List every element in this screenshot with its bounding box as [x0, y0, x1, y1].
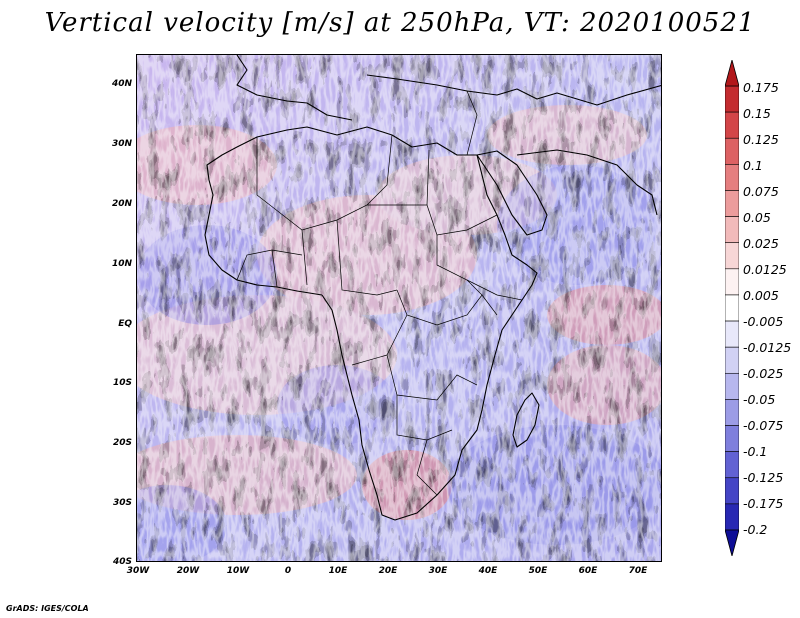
lon-label: 60E — [578, 566, 598, 576]
colorbar-label: 0.0125 — [743, 262, 787, 277]
lon-label: 70E — [628, 566, 648, 576]
colorbar-label: 0.025 — [743, 236, 779, 251]
colorbar-cell — [725, 216, 739, 244]
lon-label: 40E — [478, 566, 498, 576]
colorbar-cell — [725, 503, 739, 531]
colorbar-cell — [725, 137, 739, 165]
lat-label: 30N — [111, 139, 132, 149]
colorbar-label: -0.125 — [743, 470, 784, 485]
lat-label: 10S — [112, 378, 132, 388]
colorbar-label: 0.175 — [743, 80, 779, 95]
colorbar-cell — [725, 372, 739, 400]
map-panel — [136, 54, 662, 562]
credit-label: GrADS: IGES/COLA — [6, 604, 89, 613]
lon-label: 10E — [328, 566, 348, 576]
lon-label: 0 — [284, 566, 292, 576]
lat-label: 30S — [112, 498, 132, 508]
colorbar-cell — [725, 425, 739, 452]
field-streaks — [137, 55, 661, 561]
colorbar-cell — [725, 451, 739, 479]
colorbar-label: -0.005 — [743, 314, 784, 329]
colorbar-top-arrow — [725, 60, 739, 87]
colorbar-label: -0.05 — [743, 392, 776, 407]
colorbar-cell — [725, 320, 739, 348]
colorbar-cell — [725, 477, 739, 505]
colorbar-cell — [725, 294, 739, 322]
colorbar-label: -0.175 — [743, 496, 784, 511]
map-title: Vertical velocity [m/s] at 250hPa, VT: 2… — [44, 8, 756, 38]
colorbar-label: 0.15 — [743, 106, 771, 121]
colorbar-cell — [725, 164, 739, 191]
colorbar-cells — [725, 85, 739, 531]
colorbar-label: -0.1 — [743, 444, 768, 459]
lat-label: 20N — [111, 199, 132, 209]
colorbar-label: 0.075 — [743, 184, 779, 199]
colorbar-label: 0.125 — [743, 132, 779, 147]
colorbar-cell — [725, 242, 739, 270]
colorbar-cell — [725, 190, 739, 217]
colorbar-cell — [725, 399, 739, 426]
colorbar-label: 0.1 — [743, 158, 763, 173]
colorbar-cell — [725, 346, 739, 374]
lat-label: 40N — [111, 79, 132, 89]
velocity-field — [137, 55, 661, 561]
lat-label: EQ — [118, 319, 132, 329]
colorbar-cell — [725, 268, 739, 296]
colorbar-label: 0.005 — [743, 288, 779, 303]
colorbar-bottom-arrow — [725, 529, 739, 556]
country-borders — [236, 90, 523, 496]
colorbar-label: -0.2 — [743, 522, 768, 537]
lat-label: 20S — [112, 438, 132, 448]
colorbar-label: -0.025 — [743, 366, 784, 381]
lon-label: 20E — [378, 566, 398, 576]
lon-label: 30W — [126, 566, 150, 576]
lon-label: 30E — [428, 566, 448, 576]
lat-label: 40S — [112, 557, 132, 567]
colorbar-cell — [725, 85, 739, 113]
colorbar — [725, 60, 739, 556]
colorbar-label: -0.075 — [743, 418, 784, 433]
lon-label: 20W — [176, 566, 200, 576]
colorbar-label: 0.05 — [743, 210, 771, 225]
colorbar-label: -0.0125 — [743, 340, 792, 355]
lon-label: 50E — [528, 566, 548, 576]
lon-label: 10W — [226, 566, 250, 576]
lat-label: 10N — [111, 259, 132, 269]
colorbar-cell — [725, 111, 739, 139]
